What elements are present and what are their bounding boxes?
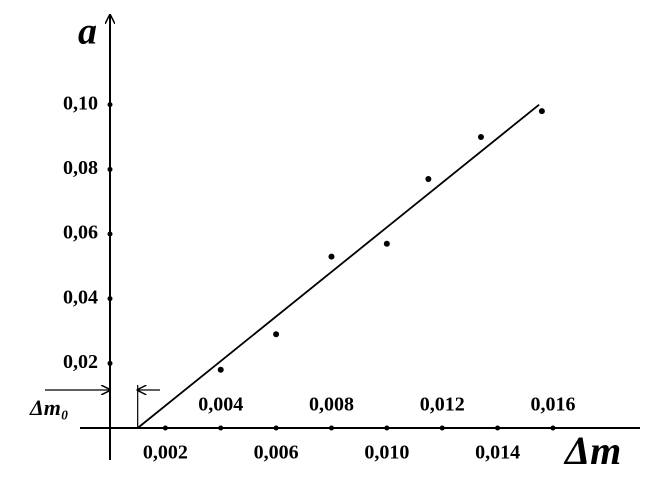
x-tick-label: 0,004 [198,394,243,416]
y-tick-label: 0,04 [63,286,98,308]
x-tick-label: 0,002 [143,442,188,464]
y-tick [107,102,113,108]
x-tick [273,425,279,431]
x-tick [328,425,334,431]
x-tick-label: 0,006 [254,442,299,464]
y-tick-label: 0,06 [63,222,98,244]
x-tick [550,425,556,431]
y-axis-label: a [78,11,97,53]
y-tick [107,231,113,237]
x-tick-label: 0,010 [364,442,409,464]
point [425,176,432,183]
fit-line [137,103,540,429]
y-tick-label: 0,08 [63,157,98,179]
y-tick [107,296,113,302]
x-tick [218,425,224,431]
x-tick-label: 0,016 [530,394,575,416]
x-tick [162,425,168,431]
y-tick [107,360,113,366]
point [217,366,224,373]
y-tick-label: 0,10 [63,92,98,114]
x-axis-label: Δm [563,428,621,473]
x-tick-label: 0,014 [475,442,520,464]
point [383,240,390,247]
point [538,108,545,115]
point [477,134,484,140]
x-tick [384,425,390,431]
x-tick-label: 0,008 [309,394,354,416]
x-tick [495,425,501,431]
point [273,331,280,338]
x-tick-label: 0,012 [420,394,465,416]
point [328,253,335,260]
y-tick-label: 0,02 [63,351,98,373]
annotation: Δm₀ [29,395,69,420]
x-tick [439,425,445,431]
y-tick [107,166,113,172]
